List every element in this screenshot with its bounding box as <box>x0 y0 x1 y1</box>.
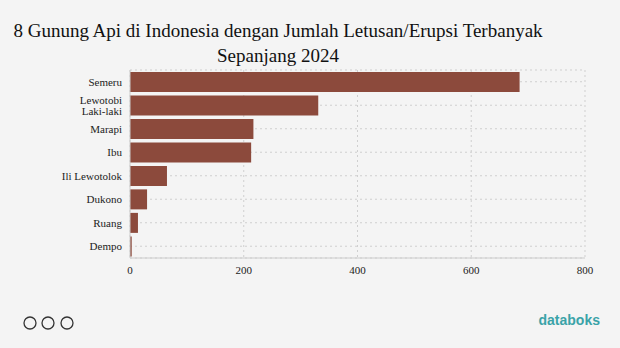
svg-text:0: 0 <box>127 264 133 276</box>
svg-text:200: 200 <box>236 264 253 276</box>
svg-text:Dempo: Dempo <box>90 240 123 252</box>
html-text:8 Gunung Api di Indonesia deng: 8 Gunung Api di Indonesia dengan Jumlah … <box>13 20 543 66</box>
svg-text:600: 600 <box>463 264 480 276</box>
svg-text:Semeru: Semeru <box>88 76 122 88</box>
svg-text:Ibu: Ibu <box>107 146 122 158</box>
svg-text:Marapi: Marapi <box>90 123 122 135</box>
svg-text:800: 800 <box>577 264 594 276</box>
svg-text:Ili Lewotolok: Ili Lewotolok <box>62 170 123 182</box>
html-text:databoks: databoks <box>538 312 600 328</box>
svg-text:Ruang: Ruang <box>93 217 122 229</box>
svg-text:LewotobiLaki-laki: LewotobiLaki-laki <box>80 94 122 117</box>
svg-text:Dukono: Dukono <box>87 193 123 205</box>
svg-text:400: 400 <box>349 264 366 276</box>
